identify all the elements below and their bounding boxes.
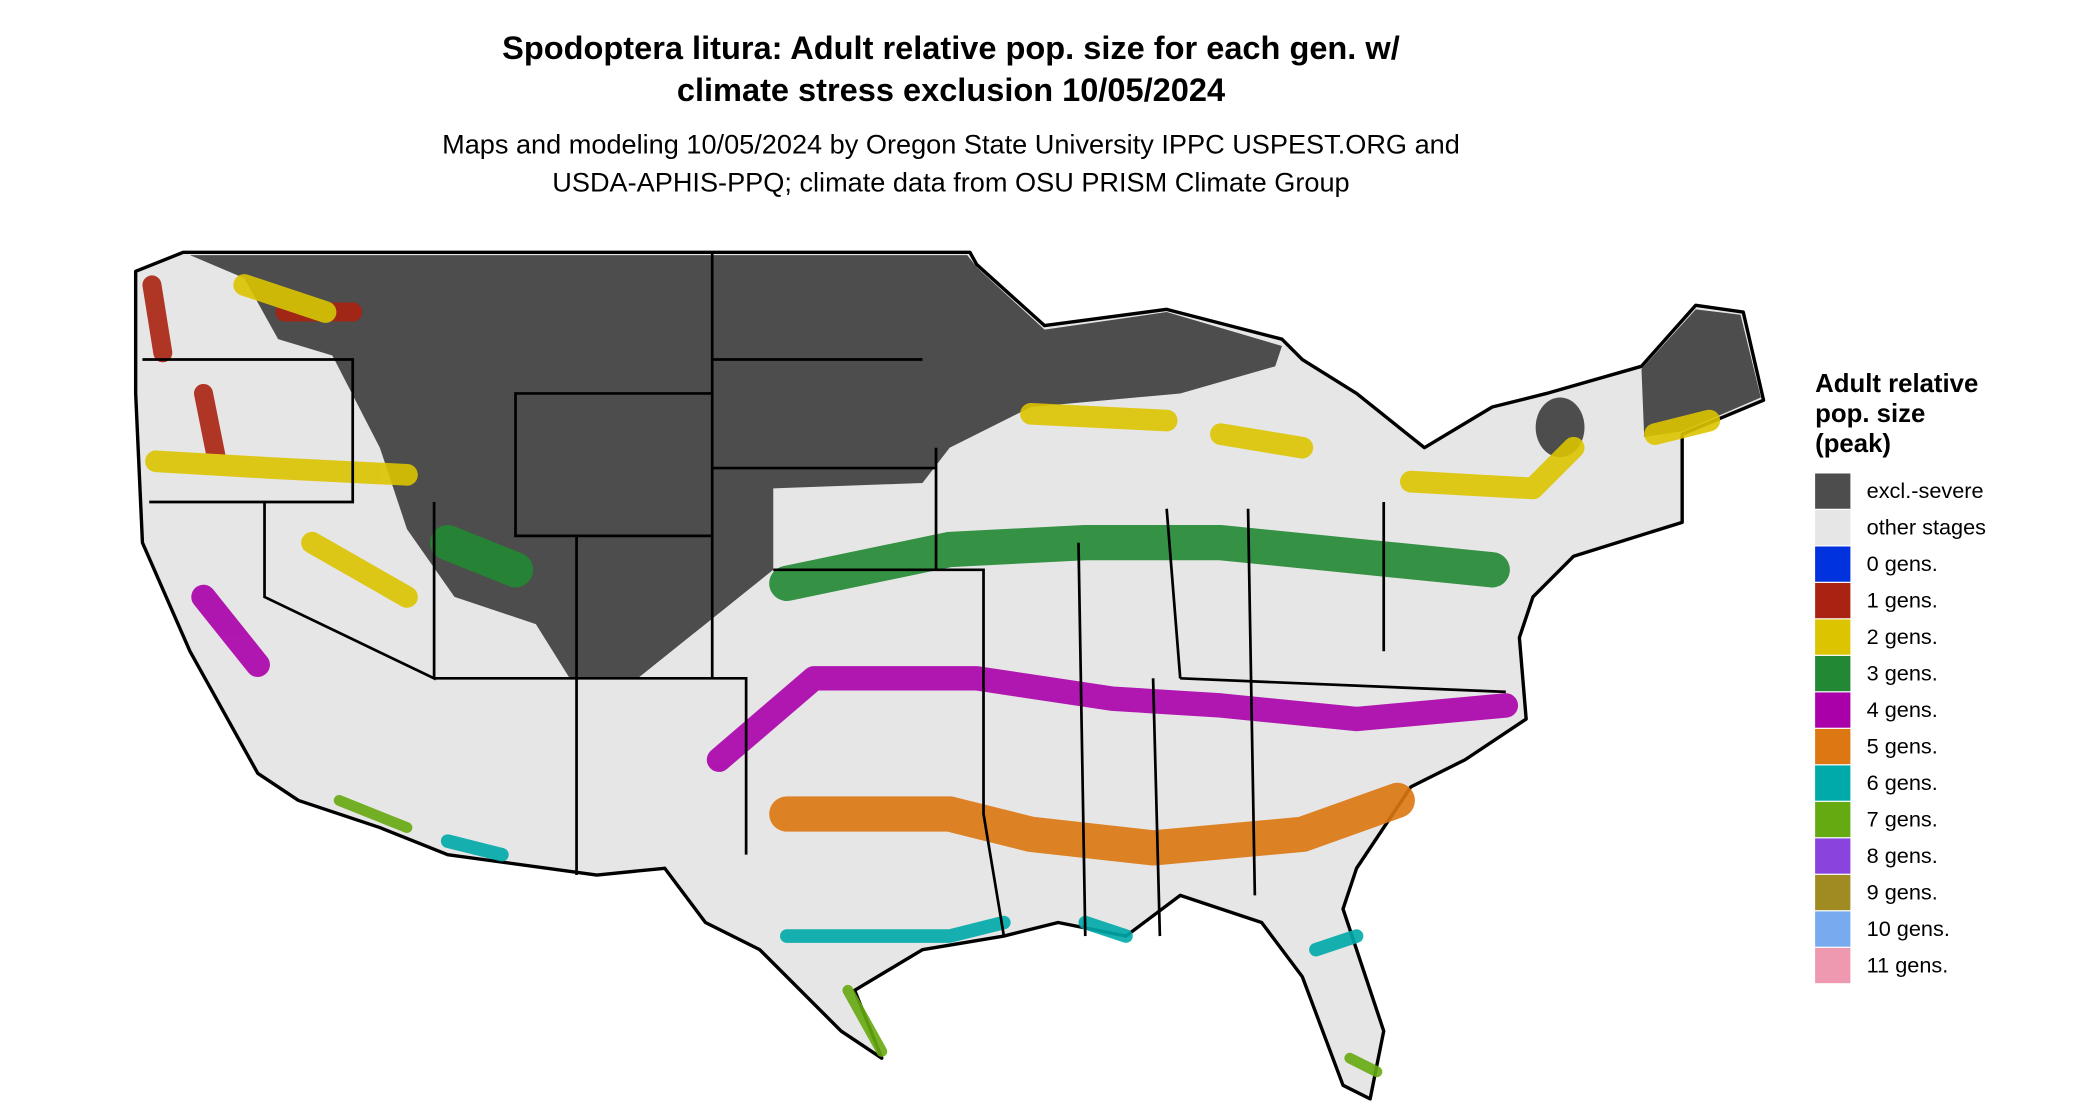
legend-label: 11 gens. — [1867, 953, 1949, 978]
zone-2 — [145, 274, 1721, 608]
legend-label: 3 gens. — [1867, 661, 1938, 686]
legend-swatch — [1815, 619, 1851, 655]
legend-label: 9 gens. — [1867, 880, 1938, 905]
border — [142, 252, 1506, 937]
zone-7 — [333, 794, 1383, 1078]
legend-title-line: Adult relative — [1815, 370, 1978, 398]
legend-label: 8 gens. — [1867, 843, 1938, 868]
legend-swatch — [1815, 546, 1851, 582]
state-borders — [142, 252, 1506, 937]
zone-3 — [430, 525, 1510, 602]
legend-swatch — [1815, 655, 1851, 692]
title-line: climate stress exclusion 10/05/2024 — [677, 72, 1225, 108]
title-line: Spodoptera litura: Adult relative pop. s… — [502, 30, 1400, 66]
legend-label: 2 gens. — [1867, 624, 1938, 649]
legend-label: 1 gens. — [1867, 588, 1938, 613]
excluded-region — [189, 255, 1282, 679]
legend-swatch — [1815, 911, 1851, 947]
zone-6 — [440, 834, 1364, 957]
legend-swatch — [1815, 473, 1851, 509]
legend-swatch — [1815, 692, 1851, 728]
subtitle-line: Maps and modeling 10/05/2024 by Oregon S… — [442, 129, 1460, 160]
legend-label: 4 gens. — [1867, 697, 1938, 722]
legend-swatch — [1815, 801, 1851, 838]
legend-label: 6 gens. — [1867, 770, 1938, 795]
legend-swatch — [1815, 947, 1851, 984]
legend-swatch — [1815, 838, 1851, 874]
legend-label: 0 gens. — [1867, 551, 1938, 576]
legend-swatch — [1815, 509, 1851, 546]
legend-title-line: (peak) — [1815, 430, 1891, 458]
legend-swatch — [1815, 874, 1851, 911]
legend-label: 10 gens. — [1867, 916, 1950, 941]
legend-swatch — [1815, 582, 1851, 619]
subtitle-line: USDA-APHIS-PPQ; climate data from OSU PR… — [552, 167, 1349, 198]
legend-title-line: pop. size — [1815, 400, 1925, 428]
generation-zones — [142, 274, 1721, 1078]
us-map — [133, 250, 1766, 1101]
legend-label: 7 gens. — [1867, 807, 1938, 832]
legend-label: other stages — [1867, 515, 1987, 540]
zone-5 — [769, 782, 1415, 866]
excluded-region — [1641, 309, 1761, 437]
legend-swatch — [1815, 728, 1851, 765]
legend-label: excl.-severe — [1867, 478, 1984, 503]
legend-swatch — [1815, 765, 1851, 801]
legend-label: 5 gens. — [1867, 734, 1938, 759]
zone-4 — [191, 584, 1519, 772]
